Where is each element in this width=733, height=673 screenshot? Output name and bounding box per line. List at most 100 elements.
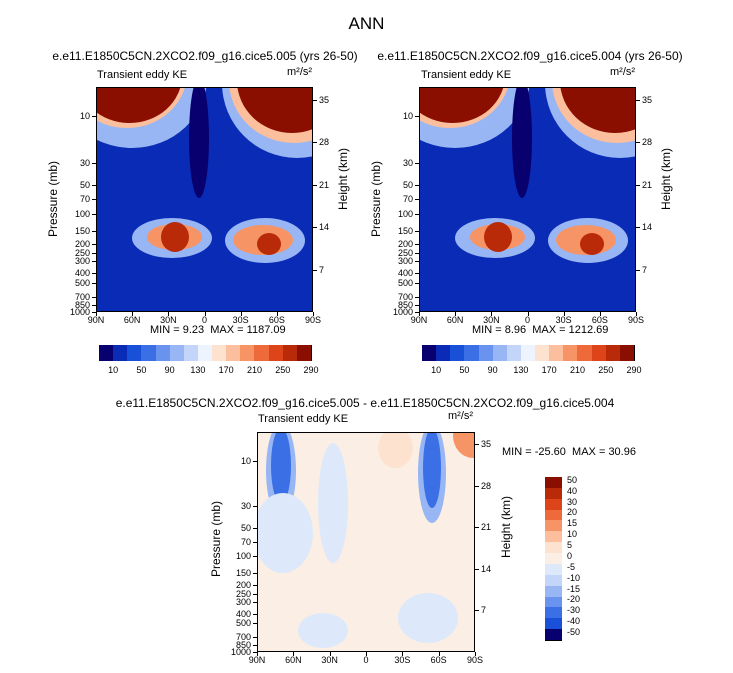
y-tick-mark xyxy=(415,273,419,275)
y-tick-mark xyxy=(92,116,96,118)
colorbar-label: 15 xyxy=(567,518,578,529)
colorbar-label: 290 xyxy=(303,365,319,375)
x-tick-mark xyxy=(293,652,295,656)
y-tick-label: 30 xyxy=(402,158,413,169)
colorbar-label: 130 xyxy=(190,365,206,375)
panel-3-stats: MIN = -25.60 MAX = 30.96 xyxy=(502,446,636,458)
panel-2-stats: MIN = 8.96 MAX = 1212.69 xyxy=(472,324,609,336)
y-right-tick-mark xyxy=(636,227,640,229)
y-tick-label: 200 xyxy=(235,580,251,591)
y-tick-label: 30 xyxy=(79,158,90,169)
y-tick-mark xyxy=(253,527,257,529)
x-tick-label: 30S xyxy=(232,315,249,325)
y-tick-label: 850 xyxy=(74,300,90,311)
y-tick-mark xyxy=(415,312,419,313)
x-tick-mark xyxy=(636,312,637,316)
colorbar-label: 30 xyxy=(567,496,578,507)
y-tick-label: 400 xyxy=(235,608,251,619)
panel-3-plot xyxy=(257,432,475,652)
y-tick-label: 100 xyxy=(397,209,413,220)
x-tick-label: 60N xyxy=(446,315,464,325)
x-tick-mark xyxy=(419,312,420,316)
panel-2-variable: Transient eddy KE xyxy=(421,69,512,81)
y-tick-mark xyxy=(253,637,257,639)
y-right-tick-mark xyxy=(475,444,479,446)
y-right-tick-label: 35 xyxy=(481,439,492,450)
colorbar-label: -10 xyxy=(567,572,581,583)
colorbar-label: -30 xyxy=(567,605,581,616)
y-right-tick-label: 7 xyxy=(481,605,487,616)
y-tick-mark xyxy=(92,231,96,233)
colorbar-label: 10 xyxy=(108,365,119,375)
panel-1-ylabel-right: Height (km) xyxy=(336,148,350,211)
panel-1-plot xyxy=(96,87,313,312)
x-tick-label: 60N xyxy=(123,315,141,325)
panel-1-title: e.e11.E1850C5CN.2XCO2.f09_g16.cice5.005 … xyxy=(52,49,358,63)
y-tick-mark xyxy=(253,645,257,647)
colorbar-label: 170 xyxy=(218,365,234,375)
y-tick-label: 700 xyxy=(397,291,413,302)
panel-2-units: m²/s² xyxy=(610,66,636,78)
panel-2-title: e.e11.E1850C5CN.2XCO2.f09_g16.cice5.004 … xyxy=(377,49,683,63)
y-tick-label: 10 xyxy=(79,111,90,122)
y-tick-label: 300 xyxy=(74,255,90,266)
colorbar-label: -20 xyxy=(567,594,581,605)
panel-1-stats: MIN = 9.23 MAX = 1187.09 xyxy=(150,324,286,336)
x-tick-label: 90N xyxy=(248,655,266,665)
y-tick-label: 700 xyxy=(235,632,251,643)
y-tick-label: 50 xyxy=(240,522,251,533)
y-right-tick-label: 14 xyxy=(642,222,653,233)
colorbar-label: 210 xyxy=(569,365,585,375)
colorbar-label: 20 xyxy=(567,507,578,518)
y-tick-mark xyxy=(92,199,96,201)
colorbar-label: 290 xyxy=(626,365,642,375)
colorbar-cell xyxy=(619,345,636,361)
colorbar-label: 250 xyxy=(598,365,614,375)
colorbar-label: 50 xyxy=(459,365,470,375)
y-tick-mark xyxy=(415,282,419,284)
colorbar-label: 170 xyxy=(541,365,557,375)
colorbar-label: 130 xyxy=(513,365,529,375)
y-right-tick-mark xyxy=(313,184,317,186)
y-right-tick-label: 28 xyxy=(481,480,492,491)
colorbar-label: 5 xyxy=(567,540,573,551)
panel-2-ylabel-right: Height (km) xyxy=(659,148,673,211)
x-tick-mark xyxy=(240,312,242,316)
page-title: ANN xyxy=(348,14,385,33)
y-right-tick-label: 21 xyxy=(642,179,653,190)
y-right-tick-mark xyxy=(475,527,479,529)
x-tick-mark xyxy=(402,652,404,656)
x-tick-mark xyxy=(563,312,565,316)
y-tick-mark xyxy=(92,184,96,186)
y-tick-label: 100 xyxy=(74,209,90,220)
x-tick-mark xyxy=(168,312,170,316)
y-tick-mark xyxy=(92,296,96,298)
y-tick-mark xyxy=(415,243,419,245)
y-tick-label: 10 xyxy=(402,111,413,122)
y-tick-label: 200 xyxy=(397,238,413,249)
y-tick-mark xyxy=(92,253,96,255)
y-right-tick-mark xyxy=(475,568,479,570)
y-tick-mark xyxy=(415,305,419,307)
x-tick-mark xyxy=(455,312,457,316)
y-tick-label: 250 xyxy=(235,589,251,600)
y-tick-label: 400 xyxy=(397,268,413,279)
y-tick-label: 150 xyxy=(235,568,251,579)
y-right-tick-mark xyxy=(313,99,317,101)
y-tick-mark xyxy=(253,541,257,543)
x-tick-mark xyxy=(276,312,278,316)
colorbar-label: 250 xyxy=(275,365,291,375)
x-tick-mark xyxy=(257,652,258,656)
y-tick-mark xyxy=(253,613,257,615)
y-tick-mark xyxy=(415,296,419,298)
x-tick-mark xyxy=(599,312,601,316)
x-tick-label: 0 xyxy=(363,655,369,665)
y-right-tick-mark xyxy=(636,142,640,144)
x-tick-mark xyxy=(204,312,206,316)
y-tick-label: 50 xyxy=(402,179,413,190)
x-tick-label: 90N xyxy=(87,315,105,325)
y-tick-label: 500 xyxy=(397,277,413,288)
y-right-tick-mark xyxy=(636,99,640,101)
y-right-tick-mark xyxy=(475,485,479,487)
x-tick-mark xyxy=(438,652,440,656)
